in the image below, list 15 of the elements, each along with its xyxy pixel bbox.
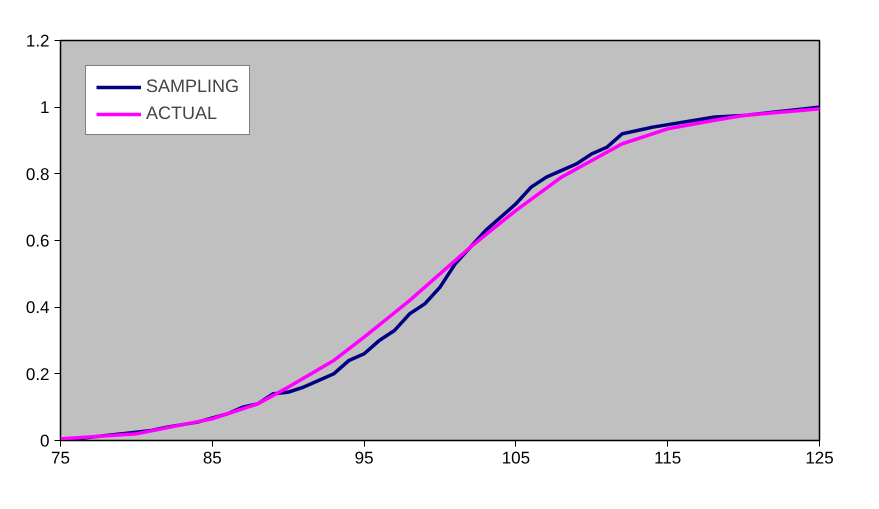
y-tick-label: 0.6 bbox=[26, 232, 50, 250]
y-tick-label: 0.2 bbox=[26, 364, 50, 384]
x-tick-label: 115 bbox=[654, 448, 682, 468]
x-tick-label: 105 bbox=[502, 448, 530, 468]
legend-label: ACTUAL bbox=[146, 103, 218, 124]
x-tick-label: 75 bbox=[51, 448, 70, 468]
y-tick-label: 1.2 bbox=[26, 32, 50, 50]
y-tick-label: 0.4 bbox=[26, 298, 50, 318]
legend-label: SAMPLING bbox=[146, 76, 240, 97]
y-tick-label: 0 bbox=[40, 432, 50, 450]
x-tick-label: 125 bbox=[805, 448, 834, 468]
x-tick-label: 95 bbox=[354, 448, 374, 468]
x-tick-label: 85 bbox=[202, 448, 222, 468]
y-tick-label: 1 bbox=[40, 98, 50, 118]
y-tick-label: 0.8 bbox=[26, 164, 50, 184]
